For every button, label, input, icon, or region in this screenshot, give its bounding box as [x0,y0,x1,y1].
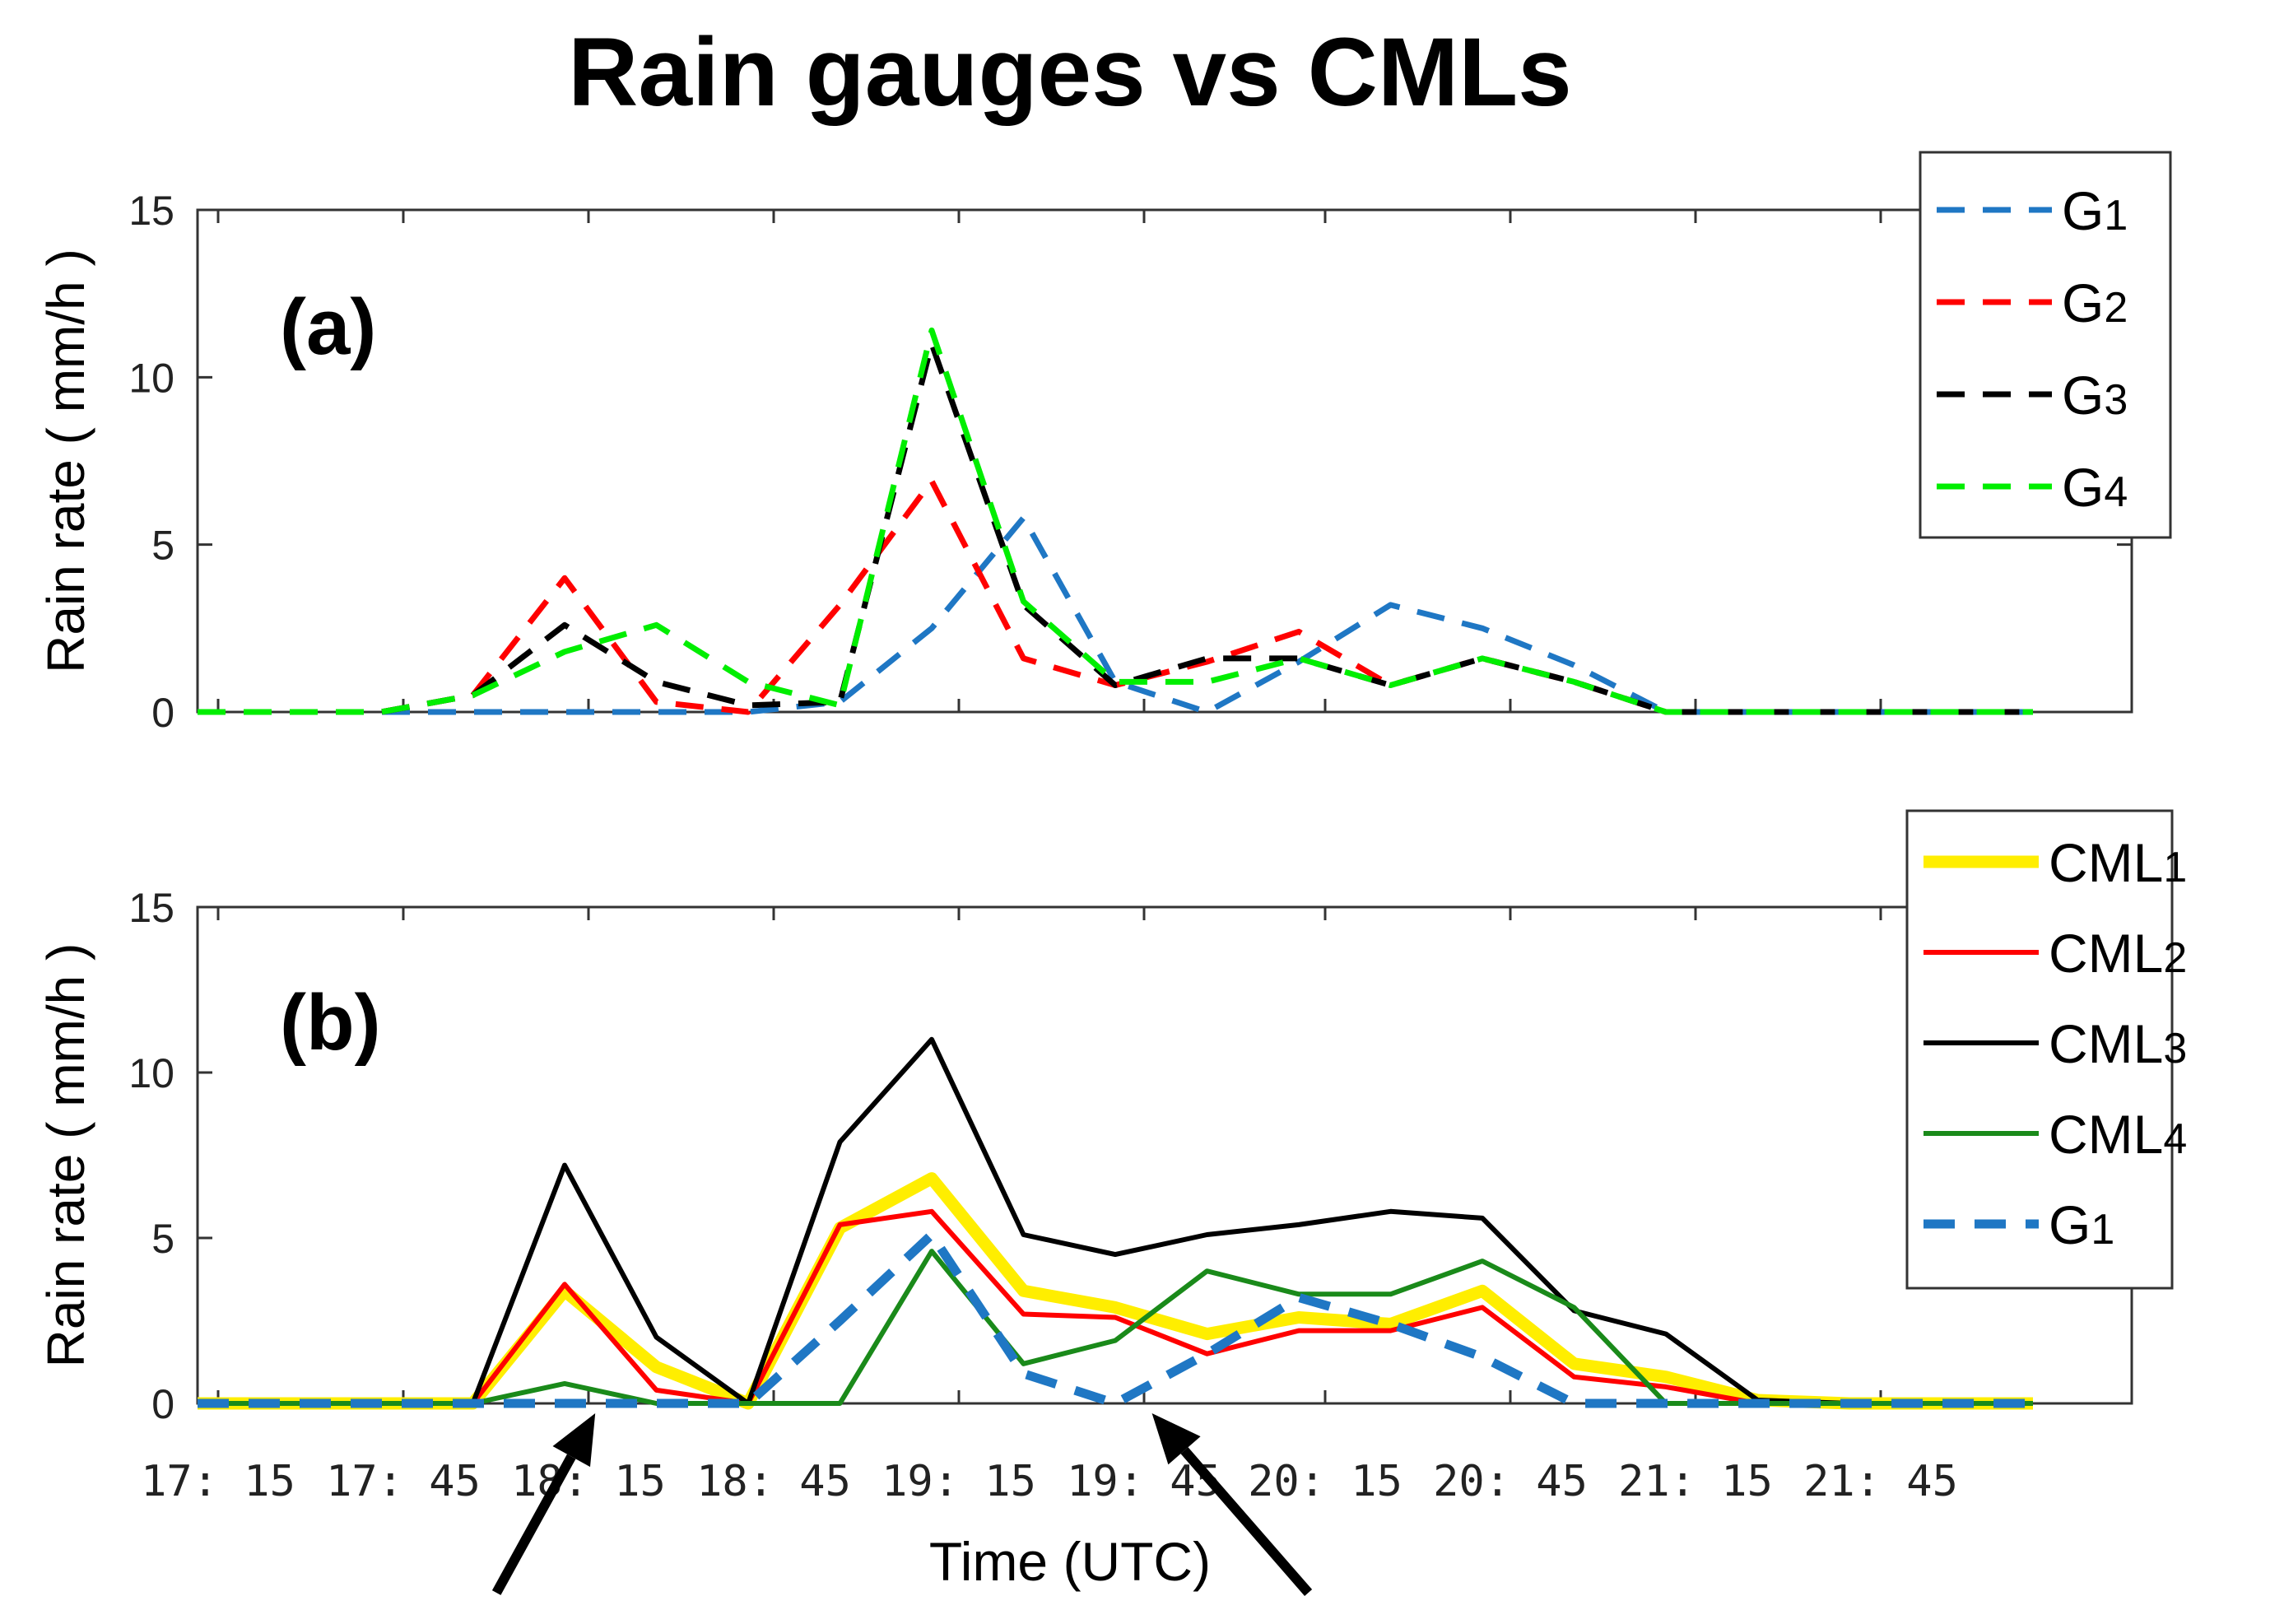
legend-label-g1: G1 [2049,1194,2114,1255]
series-line-g4 [198,327,2033,715]
y-axis-label: Rain rate ( mm/h ) [36,249,95,673]
legend-b: CML1 CML2 CML3 CML4 G1 [1905,809,2187,1290]
plot-area-a [196,208,2133,714]
y-tick-label: 5 [151,1216,174,1262]
panel-a: 0 5 10 15 Rain rate ( mm/h ) (a) G1 G2 G3 G4 [36,151,2172,736]
panel-label: (b) [280,979,381,1067]
legend-label-g3: G3 [2062,365,2128,426]
legend-a: G1 G2 G3 G4 [1919,151,2172,539]
x-tick-label: 21: 45 [1803,1457,1958,1506]
series-line-cml3 [198,1036,2033,1406]
y-axis-label: Rain rate ( mm/h ) [36,943,95,1368]
y-tick-label: 5 [151,523,174,569]
legend-label-cml3: CML3 [2049,1013,2187,1074]
series-line-cml1 [198,1172,2033,1410]
legend-label-cml4: CML4 [2049,1104,2187,1165]
x-tick-label: 17: 15 [141,1457,295,1506]
annotation-arrowhead [1151,1413,1201,1465]
y-tick-label: 10 [128,1050,174,1096]
x-axis-label: Time (UTC) [929,1531,1211,1592]
legend-label-g2: G2 [2062,272,2128,333]
x-tick-label: 21: 15 [1618,1457,1773,1506]
legend-label-g4: G4 [2062,457,2128,518]
legend-box [1919,151,2172,539]
legend-box [1905,809,2174,1290]
legend-label-cml2: CML2 [2049,923,2187,984]
series-line-g3 [198,341,2033,715]
plot-area-b [196,905,2133,1405]
figure-title: Rain gauges vs CMLs [568,18,1572,127]
series-line-cml2 [198,1208,2033,1406]
x-tick-label: 20: 15 [1248,1457,1402,1506]
x-tick-label: 17: 45 [326,1457,481,1506]
annotation-arrow [1180,1447,1313,1596]
x-tick-label: 18: 45 [696,1457,851,1506]
annotation-arrowhead [552,1413,596,1468]
y-tick-label: 0 [151,690,174,736]
x-tick-label: 19: 15 [882,1457,1036,1506]
y-tick-label: 10 [128,355,174,401]
y-tick-label: 15 [128,885,174,931]
legend-label-g1: G1 [2062,180,2128,241]
series-line-g2 [198,477,2033,715]
panel-label: (a) [280,283,376,371]
y-tick-label: 15 [128,188,174,234]
x-tick-label: 20: 45 [1433,1457,1588,1506]
y-tick-label: 0 [151,1381,174,1427]
legend-label-cml1: CML1 [2049,832,2187,893]
annotation-arrow [491,1454,576,1595]
series-line-cml4 [198,1249,2033,1406]
